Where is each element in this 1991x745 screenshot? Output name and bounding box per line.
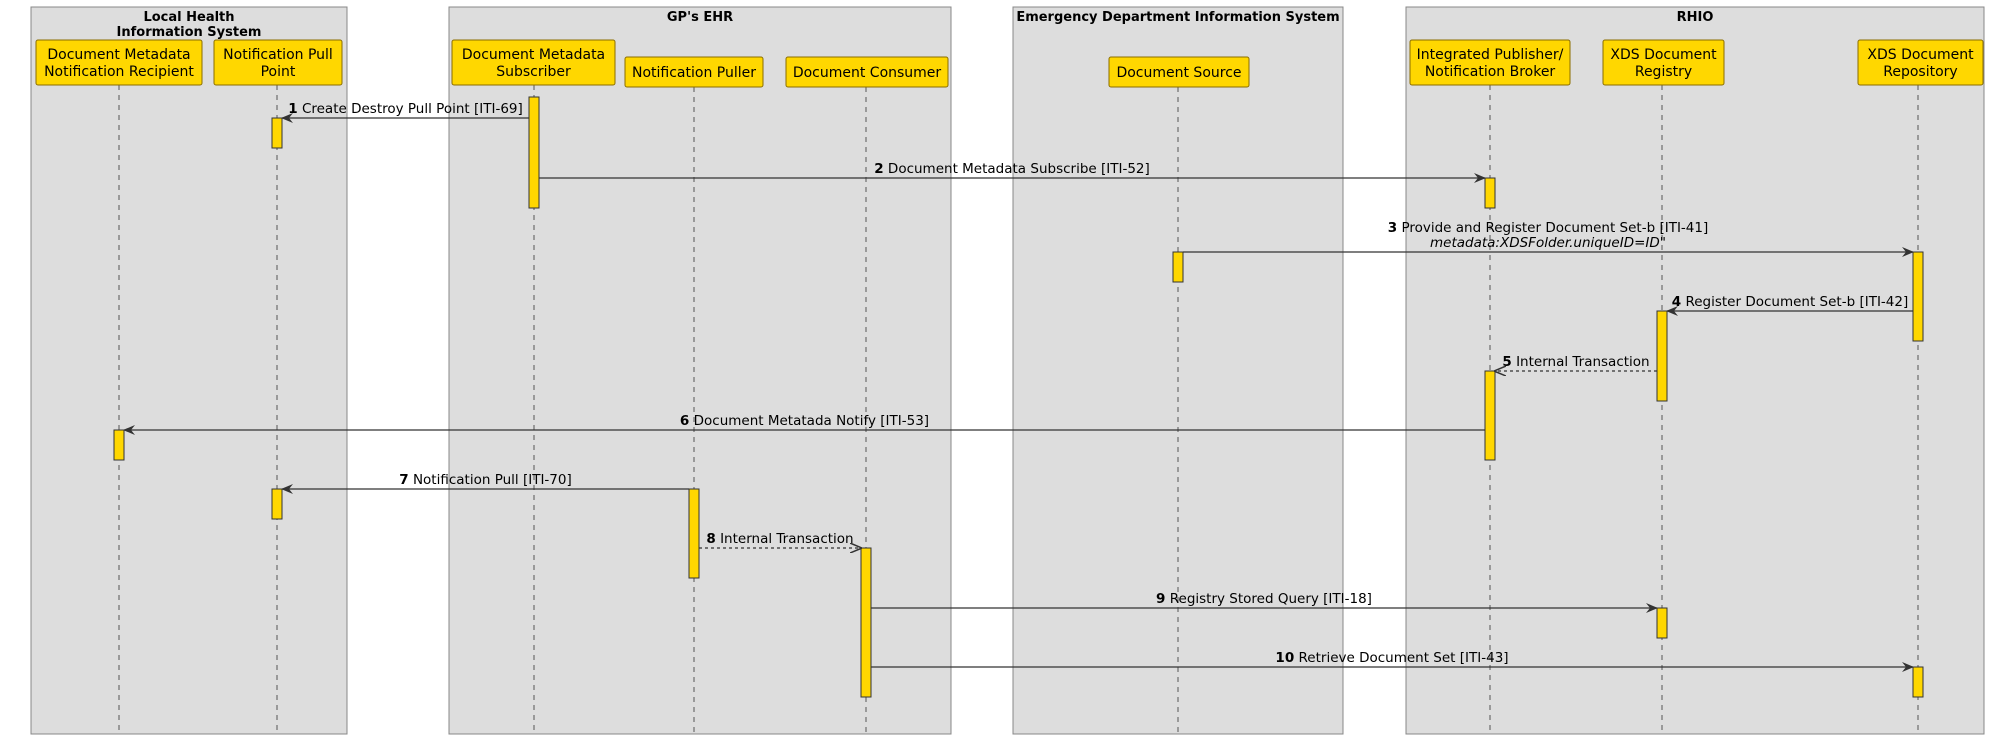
message-label: 8 Internal Transaction bbox=[706, 531, 853, 547]
participant-box bbox=[35, 39, 203, 86]
activation-npp bbox=[271, 117, 283, 149]
message-label: 6 Document Metatada Notify [ITI-53] bbox=[680, 413, 929, 429]
message-label: 1 Create Destroy Pull Point [ITI-69] bbox=[288, 101, 523, 117]
message-1: 1 Create Destroy Pull Point [ITI-69] bbox=[281, 101, 529, 123]
activation-xdsreg bbox=[1656, 607, 1668, 639]
message-3: 3 Provide and Register Document Set-b [I… bbox=[1183, 220, 1914, 257]
message-number: 6 bbox=[680, 413, 689, 429]
message-label: 2 Document Metadata Subscribe [ITI-52] bbox=[874, 161, 1150, 177]
message-note: metadata:XDSFolder.uniqueID=ID" bbox=[1430, 235, 1666, 251]
message-10: 10 Retrieve Document Set [ITI-43] bbox=[871, 650, 1914, 672]
box-title: RHIO bbox=[1677, 10, 1714, 25]
message-text: Create Destroy Pull Point [ITI-69] bbox=[302, 101, 523, 117]
activation-xdsreg bbox=[1656, 310, 1668, 402]
message-number: 2 bbox=[874, 161, 883, 177]
message-text: Register Document Set-b [ITI-42] bbox=[1685, 294, 1908, 310]
activation-ipnb bbox=[1484, 370, 1496, 461]
message-number: 8 bbox=[706, 531, 715, 547]
box-gp: GP's EHR bbox=[448, 6, 952, 735]
participant-label: Document Metadata bbox=[47, 47, 190, 63]
message-text: Document Metatada Notify [ITI-53] bbox=[694, 413, 929, 429]
message-number: 10 bbox=[1275, 650, 1294, 666]
participant-label: Document Metadata bbox=[462, 47, 605, 63]
participant-label: Integrated Publisher/ bbox=[1417, 47, 1564, 63]
message-number: 5 bbox=[1502, 354, 1511, 370]
participant-box bbox=[785, 56, 949, 88]
activation-np bbox=[688, 488, 700, 579]
box-title: Information System bbox=[117, 25, 262, 40]
activation-ipnb bbox=[1484, 177, 1496, 209]
participant-box bbox=[1409, 39, 1571, 86]
message-text: Notification Pull [ITI-70] bbox=[413, 472, 572, 488]
participant-label: Notification Recipient bbox=[44, 64, 194, 80]
participant-box bbox=[451, 39, 616, 86]
participant-label: Registry bbox=[1635, 64, 1692, 80]
participant-label: Point bbox=[261, 64, 296, 80]
participant-label: Notification Pull bbox=[223, 47, 333, 63]
participant-box bbox=[1108, 56, 1250, 88]
box-frame bbox=[30, 6, 348, 735]
activation-xdsrep bbox=[1912, 251, 1924, 342]
activation-dms bbox=[528, 96, 540, 209]
message-text: Provide and Register Document Set-b [ITI… bbox=[1401, 220, 1708, 236]
activation-xdsrep bbox=[1912, 666, 1924, 698]
participant-label: Repository bbox=[1883, 64, 1957, 80]
message-text: Internal Transaction bbox=[720, 531, 854, 547]
participant-label: Document Source bbox=[1116, 65, 1241, 81]
participant-box bbox=[1602, 39, 1725, 86]
participant-label: XDS Document bbox=[1867, 47, 1974, 63]
participant-np: Notification Puller bbox=[624, 56, 764, 88]
message-label: 3 Provide and Register Document Set-b [I… bbox=[1388, 220, 1709, 236]
activation-ds bbox=[1172, 251, 1184, 283]
participant-label: Notification Puller bbox=[632, 65, 756, 81]
participant-dc: Document Consumer bbox=[785, 56, 949, 88]
message-9: 9 Registry Stored Query [ITI-18] bbox=[871, 591, 1658, 613]
participant-label: Notification Broker bbox=[1425, 64, 1556, 80]
message-text: Registry Stored Query [ITI-18] bbox=[1170, 591, 1372, 607]
participant-ipnb: Integrated Publisher/Notification Broker bbox=[1409, 39, 1571, 86]
participant-label: XDS Document bbox=[1610, 47, 1717, 63]
participant-box bbox=[1857, 39, 1984, 86]
activation-dmnr bbox=[113, 429, 125, 461]
message-6: 6 Document Metatada Notify [ITI-53] bbox=[123, 413, 1485, 435]
box-title: GP's EHR bbox=[667, 10, 733, 25]
message-2: 2 Document Metadata Subscribe [ITI-52] bbox=[539, 161, 1486, 183]
message-8: 8 Internal Transaction bbox=[699, 531, 861, 548]
message-label: 9 Registry Stored Query [ITI-18] bbox=[1156, 591, 1372, 607]
message-text: Document Metadata Subscribe [ITI-52] bbox=[888, 161, 1150, 177]
message-5: 5 Internal Transaction bbox=[1495, 354, 1657, 371]
message-4: 4 Register Document Set-b [ITI-42] bbox=[1666, 294, 1913, 316]
message-number: 1 bbox=[288, 101, 297, 117]
activation-npp bbox=[271, 488, 283, 520]
message-number: 4 bbox=[1672, 294, 1681, 310]
message-number: 9 bbox=[1156, 591, 1165, 607]
participant-label: Document Consumer bbox=[793, 65, 942, 81]
message-number: 3 bbox=[1388, 220, 1397, 236]
message-text: Internal Transaction bbox=[1516, 354, 1650, 370]
participant-ds: Document Source bbox=[1108, 56, 1250, 88]
message-number: 7 bbox=[399, 472, 408, 488]
message-7: 7 Notification Pull [ITI-70] bbox=[281, 472, 689, 494]
box-frame bbox=[448, 6, 952, 735]
message-label: 5 Internal Transaction bbox=[1502, 354, 1649, 370]
message-label: 10 Retrieve Document Set [ITI-43] bbox=[1275, 650, 1508, 666]
message-label: 7 Notification Pull [ITI-70] bbox=[399, 472, 572, 488]
message-label: 4 Register Document Set-b [ITI-42] bbox=[1672, 294, 1909, 310]
box-title: Emergency Department Information System bbox=[1016, 10, 1339, 25]
message-text: Retrieve Document Set [ITI-43] bbox=[1299, 650, 1509, 666]
box-title: Local Health bbox=[143, 10, 234, 25]
participant-label: Subscriber bbox=[496, 64, 571, 80]
activation-dc bbox=[860, 547, 872, 698]
participant-box bbox=[624, 56, 764, 88]
participant-box bbox=[213, 39, 343, 86]
